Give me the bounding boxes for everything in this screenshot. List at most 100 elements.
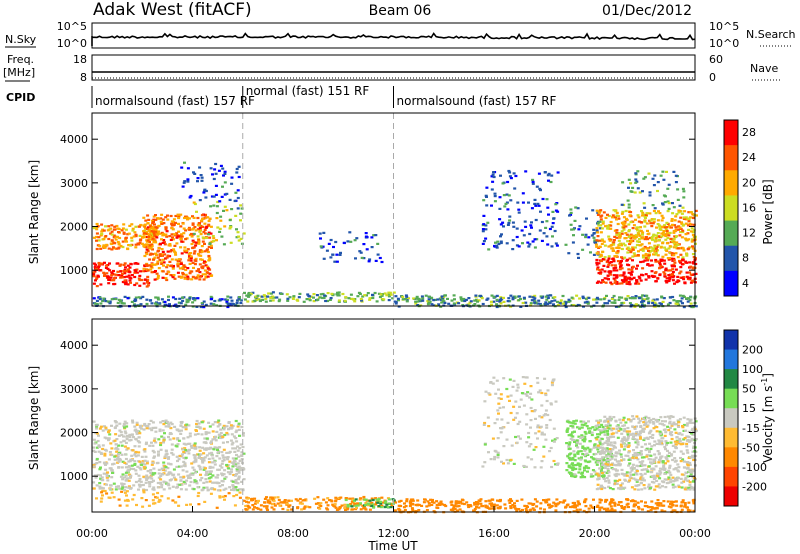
- echo-cell: [671, 270, 675, 274]
- echo-cell: [170, 223, 174, 226]
- echo-cell: [240, 207, 244, 210]
- echo-cell: [672, 231, 676, 234]
- echo-cell: [105, 243, 109, 246]
- echo-cell: [358, 250, 362, 253]
- echo-cell: [239, 299, 243, 302]
- echo-cell: [627, 464, 631, 467]
- echo-cell: [112, 462, 116, 465]
- echo-cell: [343, 299, 347, 302]
- echo-cell: [158, 428, 162, 431]
- echo-cell: [137, 277, 141, 280]
- echo-cell: [119, 441, 123, 444]
- nsearch-label: N.Search: [746, 28, 796, 41]
- echo-cell: [542, 455, 546, 458]
- echo-cell: [568, 441, 572, 444]
- echo-cell: [660, 258, 664, 261]
- echo-cell: [132, 467, 136, 471]
- echo-cell: [685, 271, 689, 274]
- echo-cell: [167, 425, 171, 428]
- echo-cell: [365, 248, 369, 251]
- echo-cell: [584, 505, 588, 508]
- echo-cell: [147, 245, 151, 249]
- echo-cell: [123, 476, 126, 479]
- echo-cell: [628, 462, 632, 465]
- echo-cell: [104, 426, 108, 429]
- echo-cell: [565, 420, 569, 423]
- echo-cell: [691, 247, 695, 250]
- echo-cell: [185, 423, 189, 426]
- echo-cell: [506, 421, 510, 424]
- echo-cell: [683, 502, 687, 505]
- echo-cell: [148, 244, 152, 247]
- echo-cell: [121, 272, 124, 275]
- echo-cell: [584, 233, 588, 236]
- echo-cell: [652, 218, 656, 221]
- echo-cell: [114, 235, 118, 238]
- echo-cell: [127, 485, 131, 488]
- echo-cell: [490, 303, 493, 306]
- echo-cell: [105, 492, 109, 495]
- echo-cell: [669, 269, 673, 272]
- echo-cell: [598, 506, 602, 509]
- echo-cell: [211, 423, 215, 426]
- echo-cell: [153, 437, 157, 440]
- echo-cell: [489, 300, 493, 303]
- echo-cell: [678, 210, 682, 213]
- echo-cell: [620, 296, 624, 299]
- echo-cell: [620, 230, 624, 233]
- echo-cell: [654, 502, 658, 505]
- echo-cell: [189, 503, 192, 506]
- nsky-label: N.Sky: [5, 33, 37, 46]
- echo-cell: [544, 438, 548, 441]
- echo-cell: [100, 497, 104, 500]
- echo-cell: [217, 169, 221, 172]
- echo-cell: [595, 227, 599, 230]
- echo-cell: [174, 258, 178, 261]
- echo-cell: [511, 296, 515, 299]
- echo-cell: [501, 182, 505, 185]
- echo-cell: [584, 297, 588, 300]
- echo-cell: [204, 226, 208, 229]
- echo-cell: [623, 474, 627, 477]
- echo-cell: [107, 282, 111, 285]
- echo-cell: [654, 237, 658, 240]
- echo-cell: [612, 243, 616, 246]
- echo-cell: [656, 254, 660, 257]
- echo-cell: [155, 253, 159, 256]
- echo-cell: [168, 303, 171, 306]
- echo-cell: [215, 205, 219, 208]
- echo-cell: [177, 275, 181, 278]
- echo-cell: [184, 428, 188, 431]
- echo-cell: [593, 428, 597, 431]
- echo-cell: [617, 239, 621, 242]
- echo-cell: [166, 218, 170, 221]
- echo-cell: [282, 501, 286, 504]
- echo-cell: [210, 240, 214, 243]
- echo-cell: [305, 298, 309, 301]
- echo-cell: [675, 504, 679, 507]
- echo-cell: [596, 266, 600, 269]
- echo-cell: [666, 236, 670, 240]
- echo-cell: [666, 200, 670, 203]
- echo-cell: [272, 296, 276, 299]
- echo-cell: [671, 504, 675, 507]
- echo-cell: [644, 236, 648, 239]
- echo-cell: [177, 504, 181, 507]
- echo-cell: [654, 247, 658, 250]
- echo-cell: [521, 508, 524, 512]
- echo-cell: [147, 229, 151, 232]
- echo-cell: [234, 437, 238, 440]
- echo-cell: [515, 227, 519, 230]
- echo-cell: [565, 428, 569, 431]
- echo-cell: [482, 240, 486, 243]
- echo-cell: [629, 474, 633, 477]
- echo-cell: [222, 459, 226, 462]
- echo-cell: [107, 431, 110, 434]
- echo-cell: [218, 227, 222, 230]
- echo-cell: [512, 462, 516, 465]
- echo-cell: [266, 499, 270, 502]
- echo-cell: [682, 278, 686, 281]
- echo-cell: [231, 441, 235, 444]
- echo-cell: [199, 258, 203, 261]
- echo-cell: [602, 451, 606, 454]
